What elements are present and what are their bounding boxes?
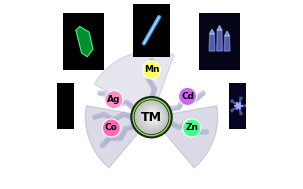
Polygon shape bbox=[230, 99, 238, 106]
Circle shape bbox=[236, 104, 241, 108]
Circle shape bbox=[142, 106, 163, 127]
Bar bbox=[229, 83, 248, 129]
Circle shape bbox=[152, 115, 154, 116]
Circle shape bbox=[134, 99, 169, 135]
Circle shape bbox=[102, 119, 120, 137]
Circle shape bbox=[144, 108, 161, 124]
Circle shape bbox=[146, 110, 159, 122]
Text: Cd: Cd bbox=[181, 92, 194, 101]
Circle shape bbox=[135, 101, 168, 133]
Text: Zn: Zn bbox=[185, 123, 198, 132]
Polygon shape bbox=[209, 34, 215, 51]
Circle shape bbox=[149, 112, 156, 119]
Circle shape bbox=[136, 102, 167, 132]
Text: Mn: Mn bbox=[144, 65, 159, 74]
Polygon shape bbox=[238, 106, 243, 115]
Circle shape bbox=[135, 100, 168, 134]
Polygon shape bbox=[85, 106, 139, 168]
Polygon shape bbox=[224, 36, 230, 51]
Polygon shape bbox=[230, 106, 238, 113]
Polygon shape bbox=[225, 31, 230, 36]
Polygon shape bbox=[217, 30, 222, 51]
Polygon shape bbox=[217, 26, 222, 30]
Circle shape bbox=[131, 97, 172, 137]
Bar bbox=[199, 13, 240, 70]
Circle shape bbox=[143, 107, 161, 125]
Circle shape bbox=[178, 87, 197, 105]
Circle shape bbox=[138, 103, 166, 131]
Circle shape bbox=[148, 112, 157, 120]
Polygon shape bbox=[209, 29, 215, 34]
Bar bbox=[63, 13, 104, 70]
Polygon shape bbox=[164, 106, 218, 168]
Circle shape bbox=[139, 104, 165, 129]
Text: Co: Co bbox=[105, 123, 118, 132]
Polygon shape bbox=[238, 96, 243, 106]
Circle shape bbox=[138, 103, 165, 130]
Circle shape bbox=[145, 109, 160, 123]
Text: Ag: Ag bbox=[107, 95, 121, 104]
Circle shape bbox=[150, 113, 156, 119]
Circle shape bbox=[151, 114, 155, 117]
Text: TM: TM bbox=[141, 111, 162, 124]
Polygon shape bbox=[94, 51, 174, 108]
Circle shape bbox=[105, 91, 123, 109]
Polygon shape bbox=[76, 26, 93, 57]
Bar bbox=[55, 83, 74, 129]
Circle shape bbox=[147, 111, 158, 121]
Circle shape bbox=[142, 107, 162, 126]
Circle shape bbox=[142, 61, 161, 79]
Bar bbox=[133, 4, 170, 57]
Polygon shape bbox=[238, 104, 248, 108]
Circle shape bbox=[140, 105, 164, 128]
Circle shape bbox=[183, 119, 201, 137]
